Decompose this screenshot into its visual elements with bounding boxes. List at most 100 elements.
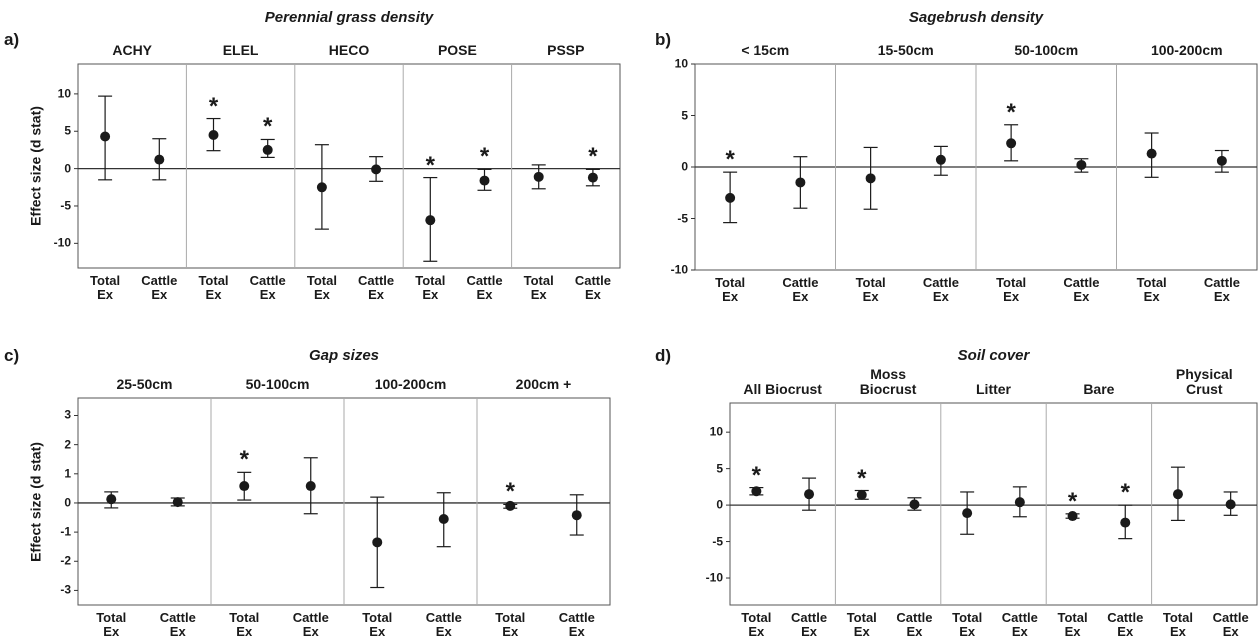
x-tick-label: Cattle Ex	[574, 273, 611, 302]
point	[587, 172, 598, 183]
group-label: 50-100cm	[245, 376, 310, 392]
group-label: Litter	[976, 381, 1011, 397]
panel-title: Sagebrush density	[908, 9, 1044, 26]
plot-frame	[77, 63, 621, 269]
x-tick-label: Total Ex	[96, 610, 127, 639]
y-tick-label: -3	[60, 582, 71, 597]
point	[316, 182, 327, 193]
significance-star: *	[239, 446, 249, 474]
x-tick-label: Total Ex	[198, 273, 229, 302]
point	[371, 164, 382, 175]
panel-label: b)	[655, 30, 672, 49]
y-axis-label: Effect size (d stat)	[27, 441, 44, 562]
x-tick-label: Cattle Ex	[1203, 275, 1240, 304]
x-tick-label: Cattle Ex	[141, 273, 178, 302]
y-axis-label: Effect size (d stat)	[27, 106, 44, 226]
group-label: 15-50cm	[877, 42, 934, 58]
point	[208, 129, 219, 140]
panel-label: d)	[655, 346, 672, 365]
group-label: All Biocrust	[743, 381, 822, 397]
x-tick-label: Cattle Ex	[558, 610, 595, 639]
group-label: Physical Crust	[1175, 366, 1233, 397]
x-tick-label: Total Ex	[952, 610, 983, 639]
panel-label: a)	[4, 30, 20, 49]
group-label: 25-50cm	[116, 376, 173, 392]
y-tick-label: -5	[712, 534, 723, 549]
x-tick-label: Cattle Ex	[782, 275, 819, 304]
x-tick-label: Total Ex	[362, 610, 393, 639]
x-tick-label: Total Ex	[846, 610, 877, 639]
y-tick-label: 5	[681, 108, 688, 122]
x-tick-label: Total Ex	[855, 275, 886, 304]
group-label: POSE	[437, 42, 477, 58]
point	[1006, 138, 1017, 149]
significance-star: *	[1006, 98, 1016, 126]
point	[106, 494, 117, 505]
x-tick-label: Total Ex	[741, 610, 772, 639]
group-label: 200cm +	[515, 376, 572, 392]
x-tick-label: Cattle Ex	[922, 275, 959, 304]
group-label: Moss Biocrust	[859, 366, 917, 397]
point	[533, 171, 544, 182]
point	[935, 154, 946, 165]
y-tick-label: 3	[64, 407, 71, 422]
panel-title: Soil cover	[957, 347, 1030, 364]
y-tick-label: 0	[64, 161, 71, 176]
point	[804, 489, 815, 500]
y-tick-label: -10	[53, 235, 71, 250]
point	[154, 154, 165, 165]
y-tick-label: -10	[705, 570, 723, 585]
point	[438, 513, 449, 524]
point	[962, 508, 973, 519]
x-tick-label: Total Ex	[523, 273, 554, 302]
y-tick-label: 0	[681, 159, 688, 174]
significance-star: *	[857, 464, 867, 492]
x-tick-label: Cattle Ex	[159, 610, 196, 639]
point	[1120, 517, 1131, 528]
point	[305, 481, 316, 492]
significance-star: *	[725, 146, 735, 174]
point	[865, 173, 876, 184]
x-tick-label: Cattle Ex	[1212, 610, 1249, 639]
x-tick-label: Cattle Ex	[292, 610, 329, 639]
x-tick-label: Total Ex	[1162, 610, 1193, 639]
panel-title: Gap sizes	[308, 347, 380, 364]
significance-star: *	[1120, 479, 1130, 507]
point	[856, 489, 867, 500]
y-tick-label: 2	[64, 437, 71, 452]
group-label: ELEL	[222, 42, 259, 58]
group-label: Bare	[1083, 381, 1115, 397]
point	[725, 192, 736, 203]
x-tick-label: Total Ex	[229, 610, 260, 639]
x-tick-label: Total Ex	[715, 275, 746, 304]
point	[1076, 159, 1087, 170]
point	[372, 537, 383, 548]
point	[751, 486, 762, 497]
x-tick-label: Total Ex	[90, 273, 121, 302]
point	[100, 131, 111, 142]
significance-star: *	[208, 92, 219, 120]
y-tick-label: -1	[60, 524, 71, 539]
y-tick-label: 1	[64, 466, 71, 481]
point	[262, 144, 273, 155]
significance-star: *	[425, 151, 435, 179]
y-tick-label: 10	[709, 424, 723, 439]
panel-title: Perennial grass density	[264, 9, 434, 26]
significance-star: *	[1067, 487, 1078, 515]
significance-star: *	[479, 143, 490, 171]
group-label: HECO	[328, 42, 370, 58]
point	[505, 500, 516, 511]
group-label: PSSP	[547, 42, 585, 58]
y-tick-label: -2	[60, 553, 71, 568]
y-tick-label: 5	[64, 123, 71, 138]
point	[479, 175, 490, 186]
x-tick-label: Total Ex	[415, 273, 446, 302]
x-tick-label: Cattle Ex	[896, 610, 933, 639]
point	[425, 215, 436, 226]
group-label: < 15cm	[741, 42, 790, 58]
y-tick-label: 10	[57, 86, 71, 101]
significance-star: *	[588, 143, 598, 171]
y-tick-label: 10	[674, 56, 688, 71]
x-tick-label: Total Ex	[1057, 610, 1088, 639]
